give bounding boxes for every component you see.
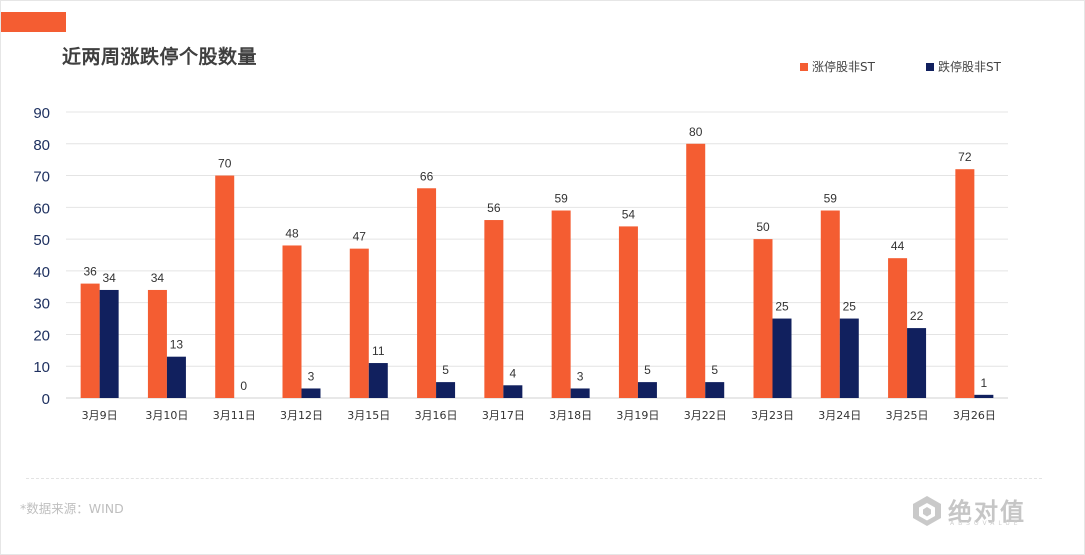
y-tick-label: 20 (33, 327, 50, 344)
data-source-note: *数据来源：WIND (20, 501, 124, 516)
bar-limit-down (637, 382, 657, 398)
bar-limit-down (503, 385, 523, 398)
bar-limit-up (618, 226, 638, 398)
footer-divider (26, 478, 1042, 479)
data-label-limit-up: 54 (622, 207, 636, 221)
logo-text: 绝对值 (948, 498, 1026, 526)
bar-limit-down (772, 318, 792, 398)
bar-limit-down (166, 356, 186, 398)
bar-limit-up (686, 143, 706, 398)
legend-label-limit-down: 跌停股非ST (938, 60, 1001, 74)
logo-mark-icon (913, 496, 941, 526)
bar-limit-down (436, 382, 456, 398)
x-tick-label: 3月17日 (482, 409, 525, 422)
x-tick-label: 3月12日 (280, 409, 323, 422)
bar-limit-down (839, 318, 859, 398)
legend-swatch-limit-down (926, 62, 934, 71)
chart-title: 近两周涨跌停个股数量 (62, 46, 258, 68)
data-label-limit-up: 56 (487, 201, 501, 215)
data-label-limit-up: 47 (353, 230, 367, 244)
y-tick-label: 40 (33, 264, 50, 281)
legend-label-limit-up: 涨停股非ST (812, 60, 875, 74)
data-label-limit-down: 25 (775, 300, 789, 314)
legend-item-limit-up: 涨停股非ST (800, 58, 875, 75)
x-tick-label: 3月11日 (213, 409, 256, 422)
brand-logo: 绝对值 ABSOVALUE (910, 492, 1050, 532)
x-tick-label: 3月22日 (684, 409, 727, 422)
bar-limit-up (484, 220, 504, 398)
data-label-limit-down: 3 (577, 369, 584, 383)
bar-limit-up (955, 169, 975, 398)
bar-limit-up (147, 289, 167, 398)
y-tick-label: 50 (33, 232, 50, 249)
x-tick-label: 3月25日 (886, 409, 929, 422)
x-tick-label: 3月19日 (616, 409, 659, 422)
y-tick-label: 0 (42, 391, 50, 408)
bar-limit-down (570, 388, 590, 398)
data-label-limit-up: 59 (554, 192, 568, 206)
data-label-limit-down: 25 (843, 300, 857, 314)
data-label-limit-down: 3 (308, 369, 315, 383)
bar-limit-down (368, 363, 388, 398)
y-tick-label: 60 (33, 200, 50, 217)
data-label-limit-up: 44 (891, 239, 905, 253)
y-tick-label: 30 (33, 296, 50, 313)
bar-limit-up (80, 283, 100, 398)
data-label-limit-down: 0 (240, 379, 247, 393)
data-label-limit-down: 5 (644, 363, 651, 377)
y-tick-label: 70 (33, 169, 50, 186)
data-label-limit-up: 72 (958, 150, 972, 164)
data-label-limit-up: 80 (689, 125, 703, 139)
data-label-limit-up: 50 (756, 220, 770, 234)
x-tick-label: 3月9日 (82, 409, 118, 422)
y-tick-label: 80 (33, 137, 50, 154)
y-tick-label: 90 (33, 105, 50, 122)
x-tick-label: 3月10日 (145, 409, 188, 422)
logo-subtext: ABSOVALUE (950, 520, 1022, 527)
data-label-limit-up: 70 (218, 157, 232, 171)
y-tick-label: 10 (33, 359, 50, 376)
data-label-limit-up: 59 (824, 192, 838, 206)
accent-bar (1, 12, 66, 32)
data-label-limit-up: 34 (151, 271, 165, 285)
data-label-limit-up: 36 (83, 265, 97, 279)
bar-limit-down (974, 394, 994, 398)
bar-limit-up (417, 188, 437, 398)
data-label-limit-down: 5 (442, 363, 449, 377)
x-tick-label: 3月24日 (818, 409, 861, 422)
bar-limit-down (907, 328, 927, 398)
data-label-limit-up: 48 (285, 226, 299, 240)
bar-limit-down (705, 382, 725, 398)
data-label-limit-down: 22 (910, 309, 924, 323)
data-label-limit-down: 34 (102, 271, 116, 285)
data-label-limit-down: 4 (510, 366, 517, 380)
x-tick-label: 3月16日 (415, 409, 458, 422)
bar-limit-up (888, 258, 908, 398)
legend-item-limit-down: 跌停股非ST (926, 58, 1001, 75)
bar-limit-up (349, 248, 369, 398)
legend-swatch-limit-up (800, 62, 808, 71)
x-tick-label: 3月15日 (347, 409, 390, 422)
bar-limit-up (551, 210, 571, 398)
bar-limit-up (215, 175, 235, 398)
data-label-limit-up: 66 (420, 169, 434, 183)
bar-limit-down (99, 289, 119, 398)
x-tick-label: 3月18日 (549, 409, 592, 422)
x-tick-label: 3月23日 (751, 409, 794, 422)
data-label-limit-down: 13 (170, 338, 184, 352)
bar-limit-up (282, 245, 302, 398)
x-tick-label: 3月26日 (953, 409, 996, 422)
bar-limit-down (301, 388, 321, 398)
bar-limit-up (753, 239, 773, 398)
data-label-limit-down: 1 (981, 376, 988, 390)
data-label-limit-down: 11 (372, 344, 385, 358)
bar-limit-up (820, 210, 840, 398)
data-label-limit-down: 5 (711, 363, 718, 377)
